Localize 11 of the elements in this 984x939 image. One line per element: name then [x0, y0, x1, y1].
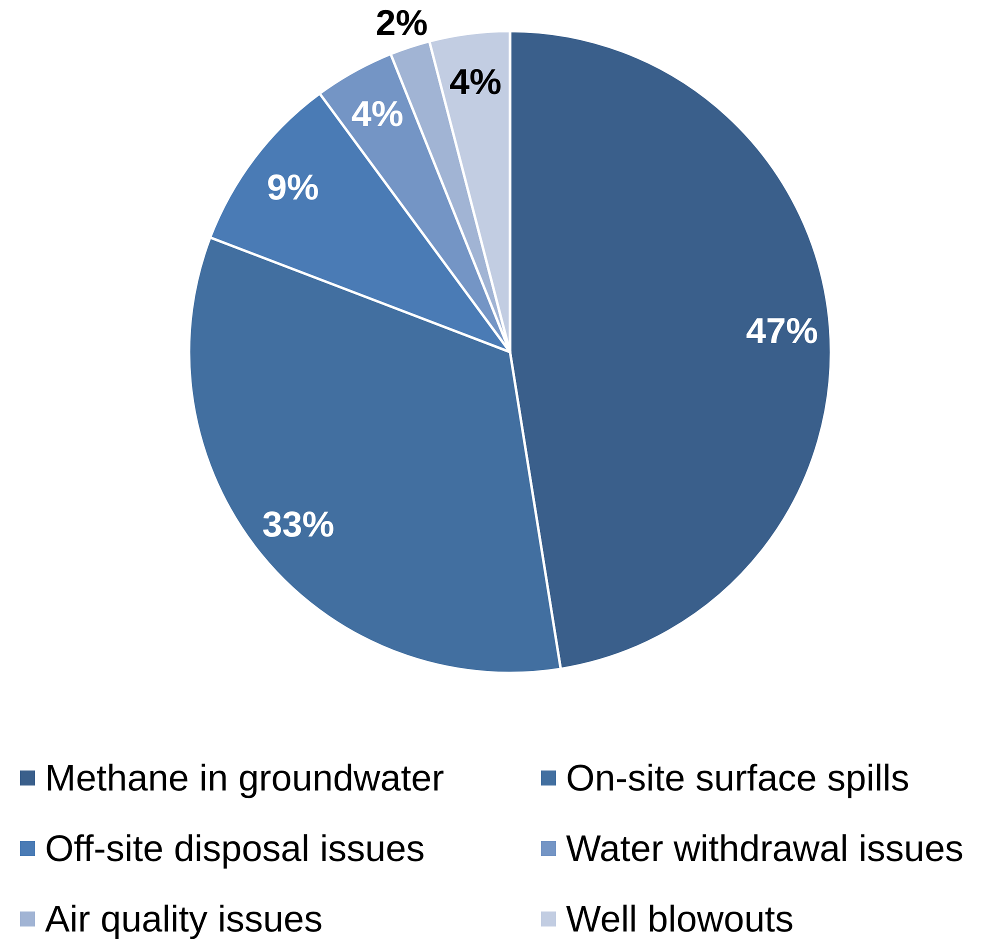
- data-label: 33%: [262, 504, 334, 545]
- legend-label: Water withdrawal issues: [566, 828, 964, 869]
- legend-label: On-site surface spills: [566, 758, 910, 798]
- data-label: 47%: [746, 310, 818, 351]
- legend-label: Well blowouts: [566, 898, 794, 939]
- data-label: 4%: [351, 93, 404, 134]
- data-label: 2%: [376, 2, 428, 43]
- legend-label: Methane in groundwater: [45, 758, 444, 798]
- data-label: 9%: [266, 166, 319, 208]
- legend-label: Off-site disposal issues: [45, 828, 425, 869]
- data-label: 4%: [449, 60, 502, 102]
